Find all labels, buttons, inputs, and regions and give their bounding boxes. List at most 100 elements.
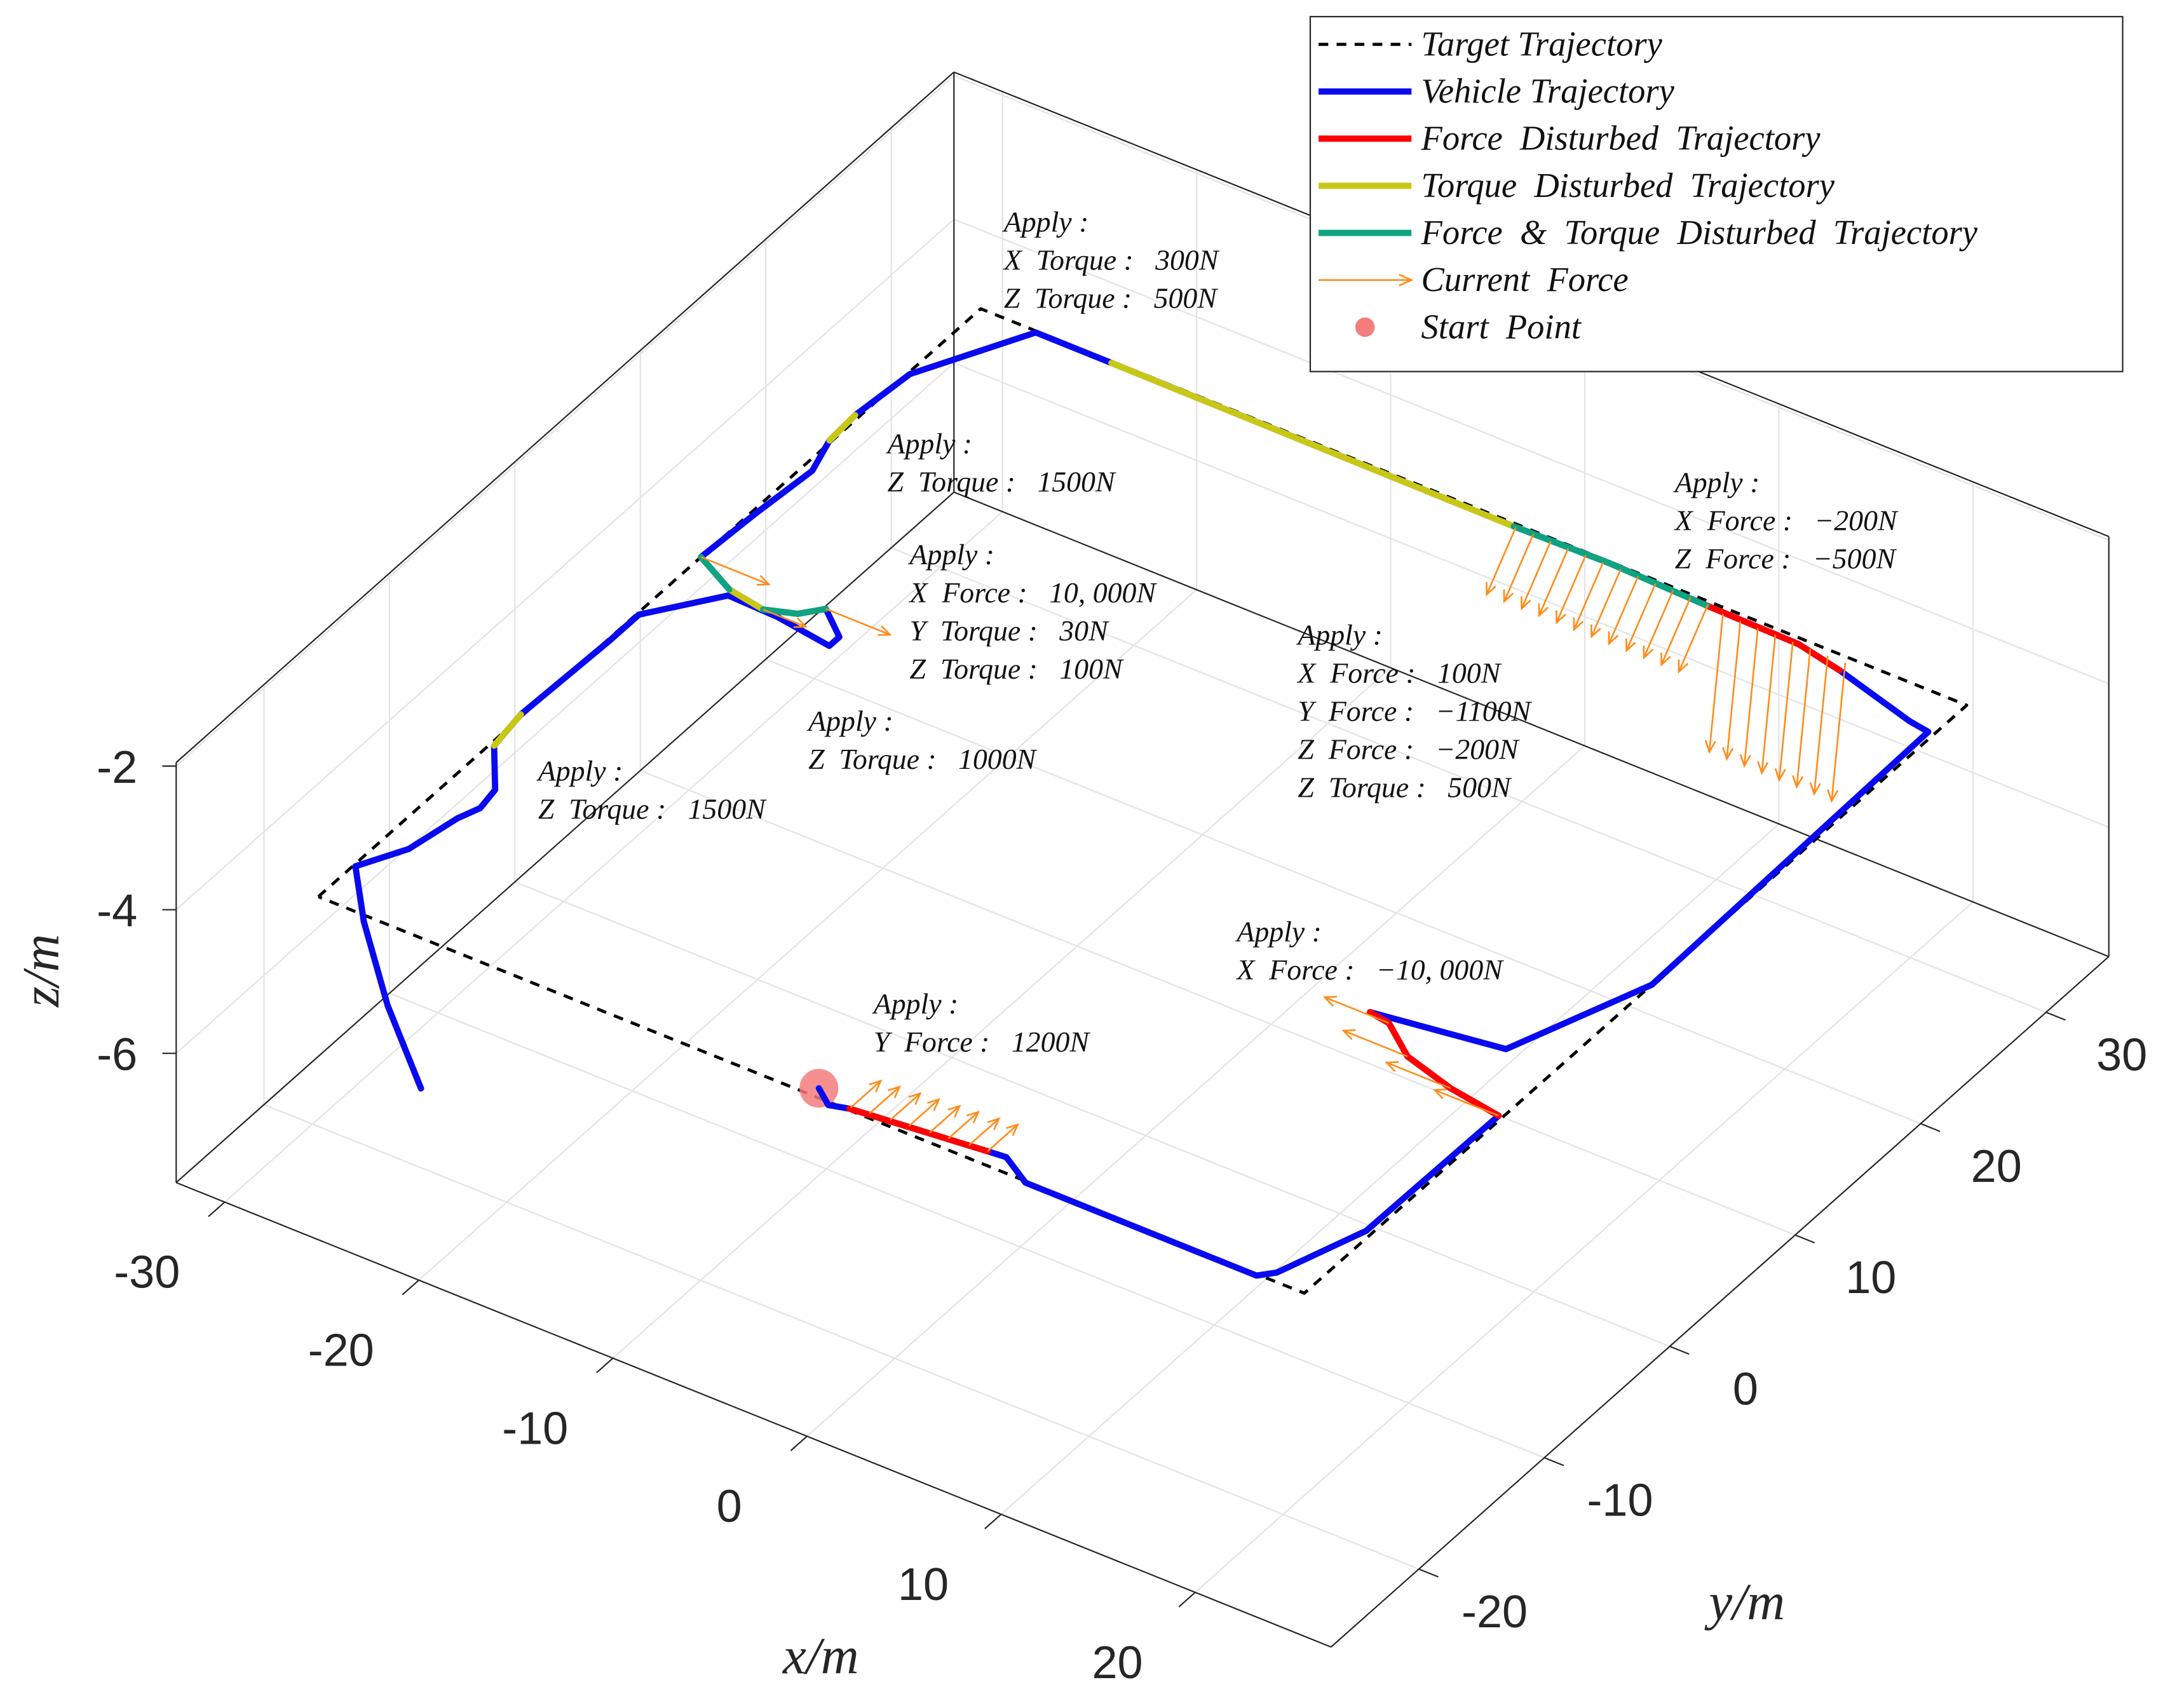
x-tick <box>402 1279 419 1296</box>
force-arrow <box>1643 590 1674 660</box>
force-arrow <box>1774 641 1794 782</box>
grid-line <box>175 219 954 911</box>
y-tick-label: 30 <box>2096 1030 2147 1081</box>
grid-line <box>175 362 954 1054</box>
y-tick-label: -20 <box>1461 1587 1528 1637</box>
legend-label: Force Disturbed Trajectory <box>1421 119 1821 158</box>
legend-label: Vehicle Trajectory <box>1421 71 1675 110</box>
grid-line <box>891 547 2047 1013</box>
y-tick-label: 0 <box>1733 1364 1758 1414</box>
force-arrow <box>850 1079 883 1109</box>
grid-line <box>175 75 954 767</box>
force-arrow <box>1556 555 1587 625</box>
annotation: Apply : <box>886 427 973 459</box>
force-arrow <box>908 1098 941 1127</box>
force-arrow <box>889 1092 922 1121</box>
legend-swatch <box>1319 273 1414 287</box>
annotation: Z Torque : 500N <box>1298 771 1512 804</box>
y-tick <box>1543 1457 1564 1467</box>
trajectory-line <box>491 360 1517 749</box>
force-arrow <box>1792 648 1812 789</box>
annotation: Z Torque : 1500N <box>888 465 1116 498</box>
force-arrow <box>869 1085 902 1115</box>
trajectory-line <box>698 523 1710 617</box>
x-tick <box>790 1435 808 1451</box>
annotation: X Force : 100N <box>1296 657 1502 689</box>
annotation: X Force : −10, 000N <box>1235 953 1504 986</box>
box-edge <box>175 1182 1332 1648</box>
force-arrow <box>1660 597 1692 667</box>
grid-line <box>264 1104 1420 1570</box>
annotation: Z Torque : 500N <box>1004 281 1219 314</box>
legend-box <box>1309 16 2124 372</box>
annotation: Apply : <box>1296 619 1383 651</box>
y-tick-label: -10 <box>1587 1475 1653 1526</box>
annotation: Apply : <box>1673 466 1760 499</box>
force-arrow <box>825 608 892 636</box>
x-tick <box>596 1357 614 1374</box>
x-tick <box>1178 1592 1196 1608</box>
annotation: Z Torque : 1000N <box>808 743 1037 775</box>
y-tick-label: 10 <box>1845 1252 1896 1303</box>
legend-label: Current Force <box>1421 260 1629 299</box>
x-tick-label: -20 <box>308 1325 374 1376</box>
force-arrow <box>928 1104 961 1134</box>
box-edge <box>175 491 954 1183</box>
force-arrow <box>1322 996 1390 1024</box>
force-arrow <box>1827 663 1847 803</box>
z-tick-label: -6 <box>97 1029 137 1080</box>
annotation: Z Torque : 1500N <box>538 792 767 825</box>
target-line <box>317 307 1969 1295</box>
annotation: Apply : <box>536 754 623 787</box>
grid-line <box>224 511 1003 1203</box>
annotation: Y Force : −1100N <box>1298 695 1532 728</box>
z-tick-label: -2 <box>97 742 137 793</box>
y-tick <box>1920 1123 1941 1132</box>
annotation: Apply : <box>806 705 893 737</box>
annotation: X Force : −200N <box>1674 505 1899 537</box>
force-arrow <box>1521 541 1552 611</box>
force-arrow <box>763 609 808 628</box>
annotation: Apply : <box>1002 205 1089 238</box>
force-arrow <box>1757 634 1777 775</box>
force-arrow <box>1809 656 1829 796</box>
legend-label: Start Point <box>1421 307 1582 346</box>
x-tick-label: 0 <box>717 1481 742 1532</box>
box-edge <box>175 71 954 763</box>
y-axis-label: y/m <box>1704 1572 1785 1630</box>
annotation: Apply : <box>907 538 994 571</box>
grid-line <box>765 658 1922 1125</box>
y-tick-label: 20 <box>1971 1141 2022 1192</box>
force-arrow <box>1678 604 1709 674</box>
force-arrow <box>1432 1088 1499 1117</box>
grid-line <box>1195 901 1974 1593</box>
force-arrow <box>700 556 771 586</box>
grid-line <box>1000 823 1780 1515</box>
x-tick-label: -10 <box>502 1403 568 1454</box>
force-arrow <box>1739 627 1759 768</box>
x-tick <box>984 1514 1002 1529</box>
force-arrow <box>947 1110 980 1139</box>
legend-label: Target Trajectory <box>1421 24 1663 63</box>
grid-line <box>806 745 1585 1437</box>
grid-line <box>612 667 1392 1359</box>
annotation: Y Torque : 30N <box>909 614 1109 647</box>
annotation: Y Force : 1200N <box>874 1026 1091 1058</box>
grid-line <box>418 589 1197 1281</box>
legend-label: Force & Torque Disturbed Trajectory <box>1421 213 1978 252</box>
annotation: X Torque : 300N <box>1003 243 1220 276</box>
grid-line <box>389 993 1545 1459</box>
grid-line <box>953 362 2110 829</box>
grid-line <box>640 769 1796 1236</box>
annotation: Apply : <box>1235 915 1322 947</box>
force-arrow <box>1573 562 1604 632</box>
x-tick-label: 20 <box>1092 1637 1143 1688</box>
box-edge <box>1331 956 2110 1648</box>
y-tick <box>1418 1568 1439 1578</box>
force-arrow <box>1486 527 1517 597</box>
y-tick <box>2045 1012 2066 1021</box>
legend-label: Torque Disturbed Trajectory <box>1421 166 1835 205</box>
force-arrow <box>1608 576 1639 646</box>
